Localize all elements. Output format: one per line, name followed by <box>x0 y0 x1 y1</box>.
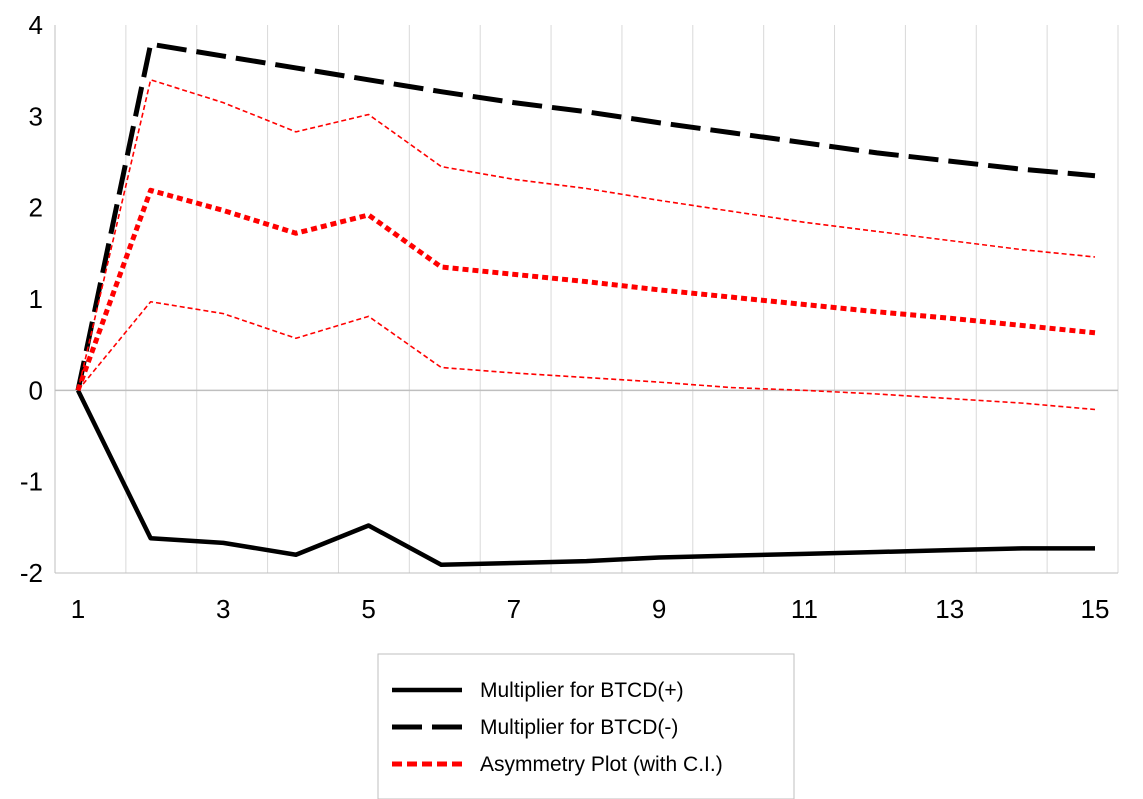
y-tick-label: 3 <box>29 101 43 131</box>
x-tick-label: 7 <box>507 594 521 624</box>
y-tick-label: 1 <box>29 284 43 314</box>
legend-label: Asymmetry Plot (with C.I.) <box>480 753 723 776</box>
chart-axes <box>54 25 1118 574</box>
y-tick-label: 4 <box>29 10 43 40</box>
series-line-multiplier-for-btcd <box>75 41 1096 391</box>
series-line-multiplier-for-btcd <box>75 389 1095 568</box>
y-tick-label: -1 <box>20 467 43 497</box>
series-line-ci-upper <box>77 79 1096 391</box>
legend-label: Multiplier for BTCD(-) <box>480 716 678 739</box>
legend-label: Multiplier for BTCD(+) <box>480 679 684 702</box>
x-tick-label: 13 <box>935 594 964 624</box>
x-tick-label: 15 <box>1081 594 1110 624</box>
series-line-asymmetry-plot-with-c-i <box>75 187 1096 392</box>
y-tick-label: -2 <box>20 558 43 588</box>
x-tick-label: 1 <box>71 594 85 624</box>
x-tick-label: 3 <box>216 594 230 624</box>
x-tick-label: 5 <box>361 594 375 624</box>
chart-series <box>75 41 1096 568</box>
chart-legend: Multiplier for BTCD(+) Multiplier for BTC… <box>377 653 795 799</box>
y-tick-label: 0 <box>29 375 43 405</box>
chart-gridlines <box>54 25 1119 573</box>
series-line-ci-lower <box>77 300 1096 411</box>
y-tick-label: 2 <box>29 193 43 223</box>
x-tick-label: 11 <box>791 594 818 624</box>
x-tick-label: 9 <box>652 594 666 624</box>
